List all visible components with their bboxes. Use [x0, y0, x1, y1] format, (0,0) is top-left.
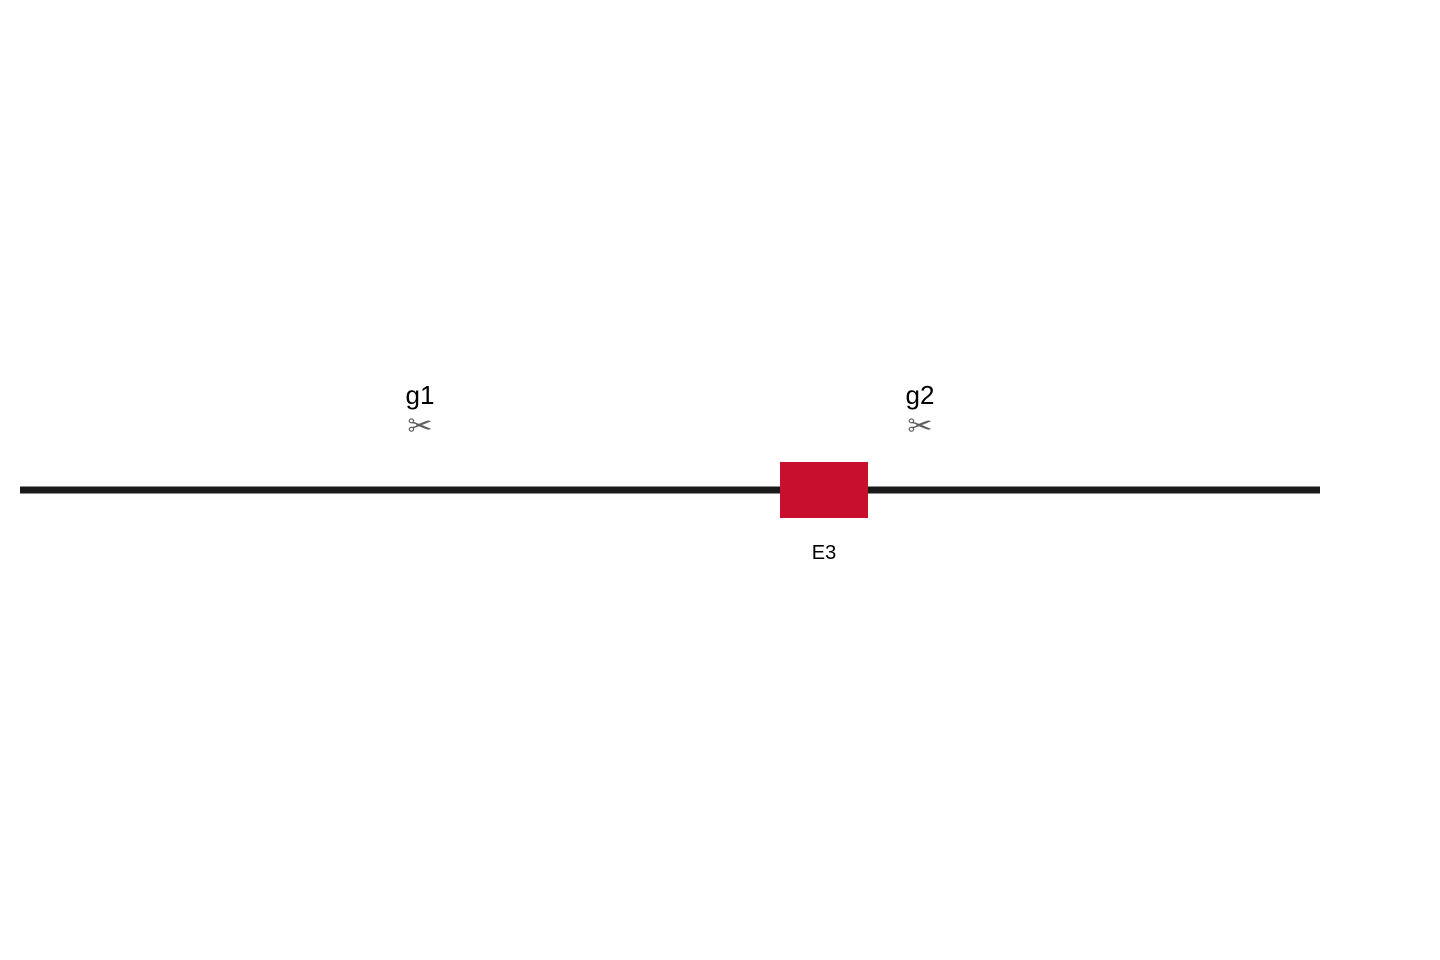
marker-g2-label: g2: [906, 380, 935, 411]
diagram-svg: [0, 0, 1440, 960]
exon-e3: [780, 462, 868, 518]
gene-diagram: g1 ✂ g2 ✂ E3: [0, 0, 1440, 960]
scissors-icon: ✂: [907, 412, 932, 442]
exon-e3-label: E3: [812, 542, 836, 565]
marker-g1-label: g1: [406, 380, 435, 411]
scissors-icon: ✂: [407, 412, 432, 442]
